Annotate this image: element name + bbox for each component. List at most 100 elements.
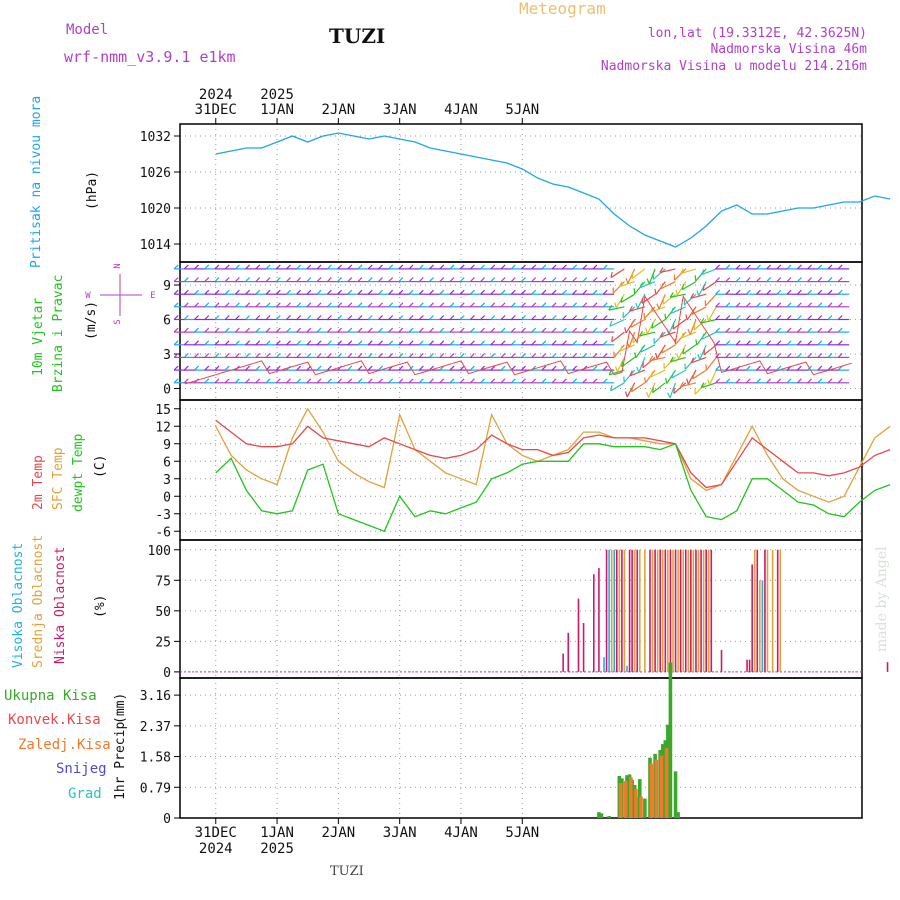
wind-barb (469, 264, 482, 270)
wind-barb-tick (286, 264, 291, 270)
wind-barb-tick (255, 352, 261, 358)
wind-barb (408, 289, 421, 295)
wind-barb (255, 302, 267, 308)
wind-barb (521, 277, 533, 283)
wind-barb (326, 378, 339, 384)
wind-barb-tick (490, 365, 496, 371)
wind-barb (234, 302, 247, 308)
wind-barb (204, 289, 216, 295)
wind-barb-shaft (660, 281, 676, 290)
wind-barb-tick (255, 289, 261, 295)
wind-barb (204, 340, 216, 346)
wind-barb-tick (224, 340, 230, 346)
y-tick-label: 1020 (140, 202, 171, 217)
wind-barb (224, 315, 237, 321)
wind-barb (796, 277, 809, 283)
wind-barb-tick (696, 290, 700, 296)
wind-barb-tick (680, 268, 684, 274)
wind-barb (408, 264, 421, 270)
wind-barb-tick (173, 315, 179, 320)
wind-barb-tick (183, 302, 189, 308)
wind-barb-shaft (684, 356, 697, 370)
wind-barb-shaft (615, 293, 625, 309)
wind-barb (245, 264, 257, 270)
wind-barb-tick (214, 302, 220, 308)
wind-barb (265, 365, 278, 371)
wind-barb-shaft (656, 344, 666, 359)
wind-barb-tick (807, 352, 813, 358)
wind-barb (656, 293, 666, 310)
precip-bar (654, 759, 659, 818)
wind-barb-tick (245, 352, 251, 358)
wind-barb-tick (531, 315, 537, 320)
wind-barb (378, 352, 390, 358)
wind-barb (694, 382, 707, 395)
wind-barb-shaft (669, 382, 677, 399)
pressure-panel: 1014 1020 1026 1032 (140, 123, 891, 263)
wind-barb (500, 289, 513, 295)
wind-barb-tick (245, 340, 251, 346)
wind-barb (194, 365, 206, 371)
wind-barb-tick (613, 351, 615, 358)
wind-barb (357, 365, 369, 371)
wind-barb-shaft (649, 356, 666, 362)
wind-barb (265, 289, 278, 295)
wind-barb (337, 289, 349, 295)
wind-barb (459, 378, 472, 384)
wind-barb-tick (234, 302, 240, 308)
wind-barb (618, 281, 635, 288)
wind-barb-tick (602, 327, 608, 333)
wind-barb-tick (640, 346, 644, 353)
wind-barb-tick (531, 378, 537, 384)
wind-barb (204, 277, 216, 283)
wind-barb-tick (551, 302, 557, 308)
top-year-label: 2024 (199, 87, 233, 103)
wind-barb-tick (388, 289, 394, 295)
wind-barb-tick (602, 378, 608, 384)
wind-barb-tick (316, 327, 322, 333)
wind-barb-shaft (610, 382, 625, 392)
wind-barb-tick (561, 277, 567, 283)
precip-bar (629, 777, 633, 818)
wind-barb-tick (357, 340, 363, 346)
wind-barb-shaft (680, 382, 697, 388)
wind-barb-tick (459, 289, 465, 295)
wind-barb-shaft (682, 344, 697, 355)
wind-barb (296, 315, 308, 321)
wind-barb-tick (807, 340, 813, 346)
wind-barb-shaft (696, 331, 707, 346)
wind-barb-tick (561, 302, 567, 308)
wind-barb (469, 340, 482, 346)
wind-barb-shaft (675, 331, 687, 345)
wind-barb-tick (745, 289, 751, 295)
wind-barb-tick (418, 340, 424, 346)
wind-barb-tick (449, 289, 455, 295)
wind-barb-tick (735, 315, 741, 320)
wind-barb (629, 369, 646, 377)
wind-barb (194, 315, 206, 321)
wind-barb-tick (786, 352, 792, 358)
wind-barb-tick (646, 278, 650, 285)
wind-barb (306, 327, 318, 333)
wind-barb (214, 289, 226, 295)
wind-barb-tick (632, 337, 634, 343)
wind-barb-tick (286, 315, 291, 320)
wind-barb-tick (561, 378, 567, 384)
wind-barb (807, 340, 819, 346)
wind-barb (275, 302, 288, 308)
wind-barb-tick (634, 352, 637, 359)
wind-barb (669, 292, 686, 298)
wind-barb (378, 289, 390, 295)
wind-barb (500, 378, 513, 384)
wind-unit: (m/s) (84, 301, 99, 340)
wind-barb (224, 289, 237, 295)
wind-barb (776, 327, 788, 333)
wind-barb (700, 268, 717, 276)
wind-barb (469, 289, 482, 295)
wind-speed-line (184, 295, 852, 385)
wind-barb-tick (500, 365, 506, 371)
wind-barb (837, 352, 850, 358)
wind-barb (725, 302, 737, 308)
wind-barb (796, 352, 809, 358)
